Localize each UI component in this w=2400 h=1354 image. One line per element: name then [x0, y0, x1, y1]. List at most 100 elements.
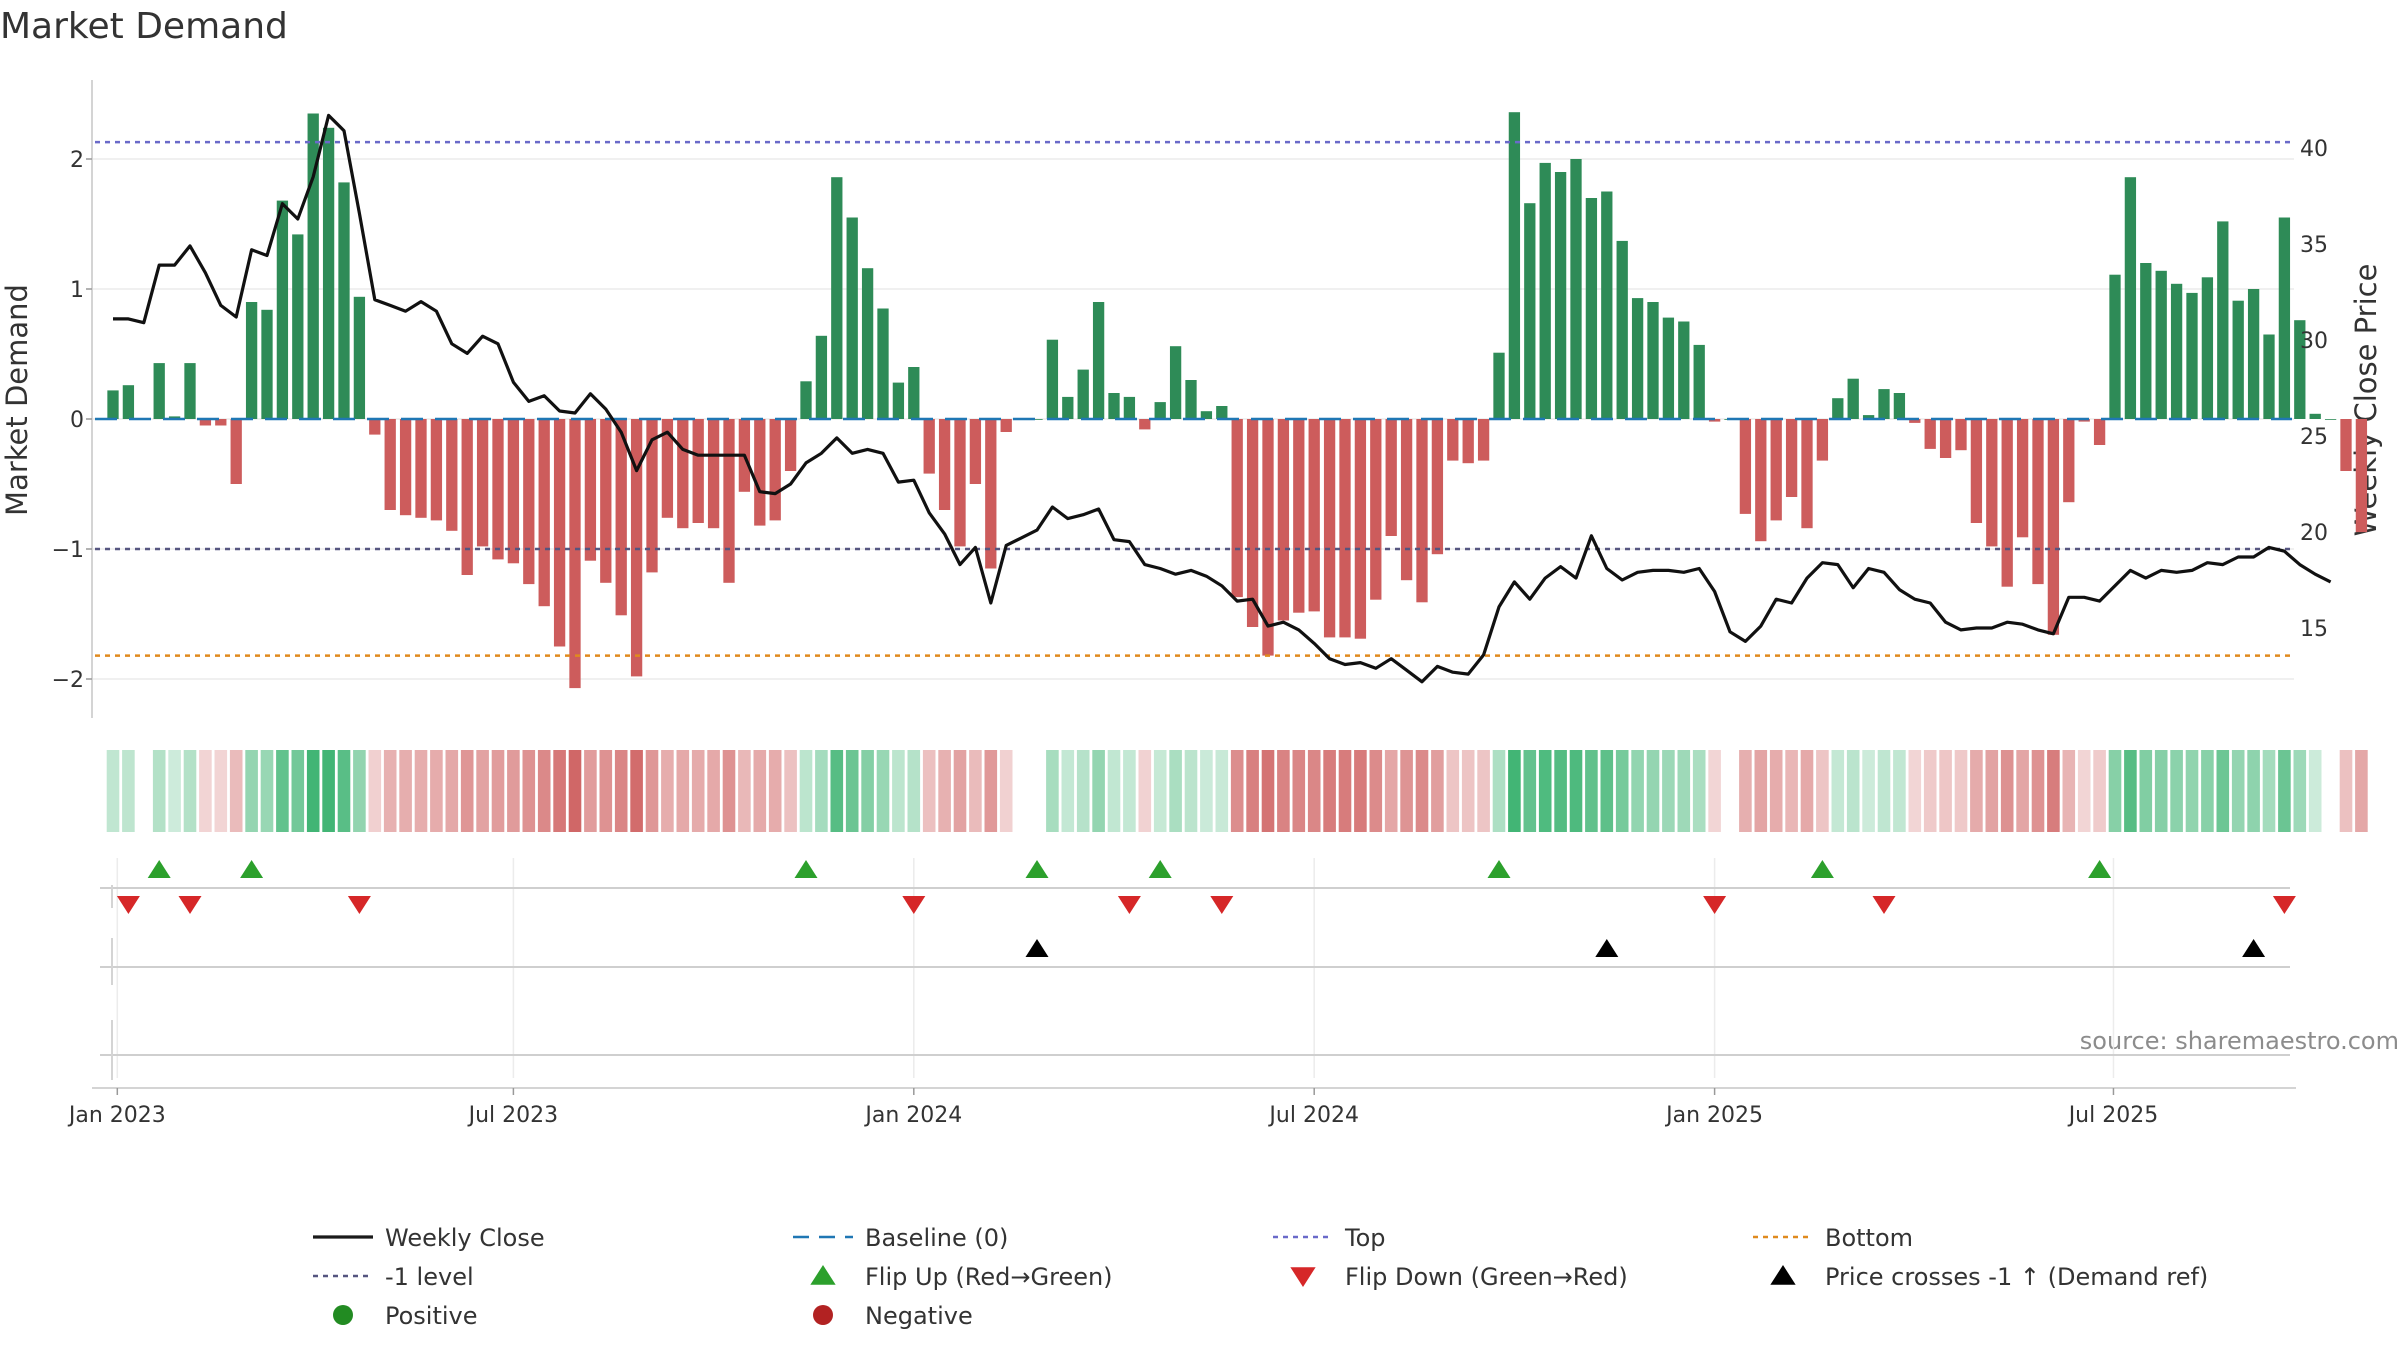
heat-cell	[445, 750, 459, 832]
heat-cell	[1816, 750, 1829, 832]
heat-cell	[214, 750, 228, 832]
price-line-group	[113, 113, 2332, 684]
demand-bar	[1801, 419, 1813, 529]
legend-item: Baseline (0)	[793, 1224, 1008, 1252]
heat-cell	[799, 750, 813, 832]
price-cross-marker	[1595, 939, 1619, 957]
heat-cell	[1923, 750, 1937, 832]
demand-bar	[476, 419, 489, 547]
heat-cell	[938, 750, 951, 832]
heat-cell	[2308, 750, 2322, 832]
demand-bar	[276, 200, 289, 419]
heat-cell	[2339, 750, 2353, 832]
demand-bar	[261, 309, 273, 419]
heat-cell	[1261, 750, 1275, 832]
legend-swatch-circle	[813, 1305, 833, 1325]
demand-bar	[600, 419, 612, 583]
demand-bar	[646, 419, 658, 573]
demand-bar	[861, 268, 874, 419]
event-markers	[116, 860, 2296, 957]
demand-bar	[446, 419, 458, 531]
demand-bar	[184, 363, 196, 419]
y2-tick-label: 40	[2300, 137, 2328, 162]
heat-cell	[1369, 750, 1383, 832]
heat-cell	[1846, 750, 1860, 832]
legend-swatch-triangle-up	[1770, 1265, 1796, 1285]
demand-bar	[292, 234, 304, 419]
demand-bar	[2001, 419, 2013, 587]
heat-cell	[2031, 750, 2045, 832]
demand-bar	[1092, 302, 1105, 419]
demand-bar	[969, 419, 982, 484]
demand-bar	[307, 113, 319, 419]
heat-cell	[1123, 750, 1136, 832]
heat-cell	[1384, 750, 1398, 832]
demand-bar	[985, 419, 997, 569]
y-tick-label: 0	[70, 408, 84, 433]
heat-cell	[1461, 750, 1475, 832]
flip-up-marker	[2088, 860, 2112, 878]
heat-cell	[322, 750, 335, 832]
demand-bar	[1169, 346, 1182, 419]
heat-cell	[476, 750, 489, 832]
heat-cell	[599, 750, 613, 832]
legend-item: -1 level	[313, 1263, 474, 1291]
demand-bar	[723, 419, 735, 583]
heat-cell	[337, 750, 351, 832]
y-tick-label: −1	[52, 538, 84, 563]
heat-cell	[553, 750, 566, 832]
demand-bar	[507, 419, 520, 564]
heat-cell	[1323, 750, 1336, 832]
demand-bar	[1308, 419, 1320, 612]
demand-bar	[1323, 419, 1336, 638]
heat-cell	[2108, 750, 2122, 832]
heat-cell	[584, 750, 597, 832]
y2-tick-label: 35	[2300, 233, 2328, 258]
flip-down-marker	[1703, 896, 1727, 914]
heat-cell	[1215, 750, 1229, 832]
heat-cell	[1877, 750, 1891, 832]
heat-cell	[2278, 750, 2291, 832]
flip-up-marker	[1810, 860, 1834, 878]
heat-cell	[1692, 750, 1706, 832]
legend-label: Flip Up (Red→Green)	[865, 1263, 1113, 1291]
flip-down-marker	[116, 896, 140, 914]
heat-cell	[2154, 750, 2168, 832]
heat-cell	[1292, 750, 1306, 832]
demand-bar	[815, 335, 828, 419]
demand-bar	[2032, 419, 2044, 585]
demand-bar	[892, 382, 905, 419]
legend-label: Bottom	[1825, 1224, 1913, 1252]
heat-cell	[245, 750, 258, 832]
demand-bar	[1785, 419, 1798, 497]
heat-cell	[2201, 750, 2214, 832]
heat-cell	[1739, 750, 1752, 832]
demand-bar	[538, 419, 550, 607]
demand-bar	[1554, 172, 1567, 419]
demand-bar	[831, 177, 843, 419]
heat-cell	[1446, 750, 1460, 832]
legend-label: Flip Down (Green→Red)	[1345, 1263, 1628, 1291]
demand-bar	[1693, 344, 1705, 419]
heat-cell	[1246, 750, 1259, 832]
heat-cell	[2016, 750, 2029, 832]
y2-tick-label: 25	[2300, 425, 2328, 450]
demand-bar	[1370, 419, 1382, 600]
demand-bar	[1062, 396, 1074, 419]
heat-cell	[414, 750, 428, 832]
heat-cell	[1415, 750, 1429, 832]
legend-item: Flip Up (Red→Green)	[810, 1263, 1113, 1291]
demand-bar	[569, 419, 581, 689]
demand-bar	[1462, 419, 1474, 464]
heat-cell	[2262, 750, 2276, 832]
demand-bar	[1447, 419, 1459, 461]
x-tick-label: Jul 2025	[2067, 1103, 2159, 1128]
demand-bar	[1431, 419, 1444, 555]
demand-bar	[2278, 217, 2291, 419]
axes: −2 −1 0 1 2 15 20 25 30 35 40 Jan 2023 Jul 2023 Jan 2…	[52, 80, 2328, 1128]
legend-item: Flip Down (Green→Red)	[1290, 1263, 1628, 1291]
demand-bars	[107, 112, 2368, 689]
heat-cell	[430, 750, 443, 832]
legend-item: Bottom	[1753, 1224, 1913, 1252]
